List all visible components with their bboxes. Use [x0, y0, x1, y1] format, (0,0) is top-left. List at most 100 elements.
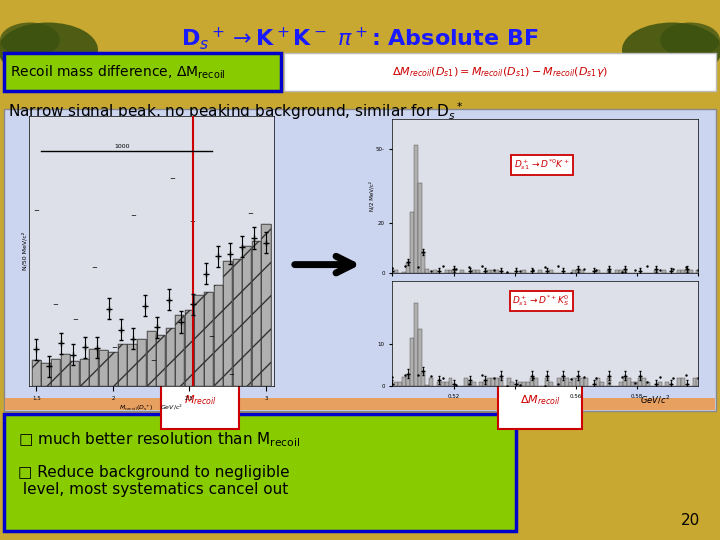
- Text: $-$: $-$: [228, 370, 235, 376]
- Bar: [487, 270, 491, 273]
- Bar: [60, 354, 70, 386]
- Bar: [99, 350, 108, 386]
- Bar: [464, 377, 468, 386]
- Bar: [42, 363, 50, 386]
- Bar: [572, 377, 577, 386]
- Y-axis label: N/50 MeV/c²: N/50 MeV/c²: [22, 232, 27, 270]
- Bar: [646, 382, 650, 386]
- Text: $-$: $-$: [189, 217, 196, 223]
- Bar: [580, 270, 584, 273]
- Bar: [576, 270, 580, 273]
- Bar: [495, 270, 499, 273]
- Bar: [406, 263, 410, 273]
- Ellipse shape: [0, 23, 60, 57]
- Bar: [429, 377, 433, 386]
- Bar: [261, 224, 271, 386]
- Bar: [214, 285, 222, 386]
- Bar: [261, 224, 271, 386]
- Bar: [137, 340, 146, 386]
- Bar: [89, 348, 99, 386]
- Text: □ much better resolution than M$_{\mathsf{recoil}}$: □ much better resolution than M$_{\maths…: [18, 430, 300, 449]
- Bar: [677, 270, 681, 273]
- Bar: [472, 270, 476, 273]
- Bar: [185, 309, 194, 386]
- Bar: [426, 269, 429, 273]
- Bar: [608, 270, 611, 273]
- Bar: [518, 382, 522, 386]
- Bar: [615, 270, 619, 273]
- Bar: [406, 376, 410, 386]
- Text: 20: 20: [680, 513, 700, 528]
- Bar: [608, 377, 611, 386]
- Bar: [185, 309, 194, 386]
- Bar: [5, 398, 715, 410]
- Bar: [410, 212, 414, 273]
- Text: $-$: $-$: [150, 356, 157, 362]
- Bar: [437, 382, 441, 386]
- Bar: [418, 183, 421, 273]
- Bar: [80, 359, 89, 386]
- Bar: [572, 270, 577, 273]
- Bar: [530, 377, 534, 386]
- Bar: [127, 345, 137, 386]
- Bar: [657, 382, 662, 386]
- Bar: [418, 329, 421, 386]
- Bar: [426, 385, 429, 386]
- Bar: [495, 377, 499, 386]
- Bar: [681, 377, 685, 386]
- Bar: [204, 292, 213, 386]
- Bar: [557, 377, 561, 386]
- Bar: [688, 270, 693, 273]
- Bar: [476, 270, 480, 273]
- Bar: [526, 382, 530, 386]
- Bar: [561, 377, 564, 386]
- Bar: [619, 382, 623, 386]
- Bar: [569, 382, 572, 386]
- Bar: [491, 270, 495, 273]
- Ellipse shape: [622, 23, 720, 78]
- X-axis label: $M_{recoil}(D_s^+)$    $GeV/c^2$: $M_{recoil}(D_s^+)$ $GeV/c^2$: [119, 402, 184, 413]
- Bar: [223, 261, 233, 386]
- Bar: [631, 382, 634, 386]
- Bar: [433, 270, 437, 273]
- Bar: [468, 382, 472, 386]
- Bar: [252, 241, 261, 386]
- Bar: [472, 382, 476, 386]
- Bar: [147, 331, 156, 386]
- Bar: [223, 261, 233, 386]
- Bar: [623, 270, 627, 273]
- Text: $D_{s1}^+ \rightarrow D^{*+}K_S^0$: $D_{s1}^+ \rightarrow D^{*+}K_S^0$: [512, 293, 570, 308]
- Bar: [395, 382, 398, 386]
- Text: Recoil mass difference, $\Delta$M$_{\mathsf{recoil}}$: Recoil mass difference, $\Delta$M$_{\mat…: [10, 63, 225, 80]
- Bar: [42, 363, 50, 386]
- Bar: [441, 382, 445, 386]
- Bar: [487, 377, 491, 386]
- Bar: [600, 382, 603, 386]
- Bar: [545, 377, 549, 386]
- Bar: [118, 344, 127, 386]
- Bar: [70, 361, 79, 386]
- Bar: [402, 377, 406, 386]
- Bar: [89, 348, 99, 386]
- Bar: [642, 377, 646, 386]
- Bar: [32, 360, 41, 386]
- Bar: [175, 315, 184, 386]
- Bar: [449, 377, 452, 386]
- Bar: [214, 285, 222, 386]
- Bar: [449, 270, 452, 273]
- Bar: [398, 382, 402, 386]
- Bar: [175, 315, 184, 386]
- Text: $-$: $-$: [72, 315, 79, 321]
- Bar: [549, 382, 553, 386]
- Bar: [70, 361, 79, 386]
- Text: 1000: 1000: [114, 145, 130, 150]
- Text: □ Reduce background to negligible
 level, most systematics cancel out: □ Reduce background to negligible level,…: [18, 465, 289, 497]
- FancyBboxPatch shape: [4, 53, 281, 91]
- Bar: [445, 382, 449, 386]
- Bar: [534, 377, 538, 386]
- Bar: [118, 344, 127, 386]
- Bar: [634, 382, 639, 386]
- Bar: [80, 359, 89, 386]
- Bar: [414, 303, 418, 386]
- Bar: [696, 270, 701, 273]
